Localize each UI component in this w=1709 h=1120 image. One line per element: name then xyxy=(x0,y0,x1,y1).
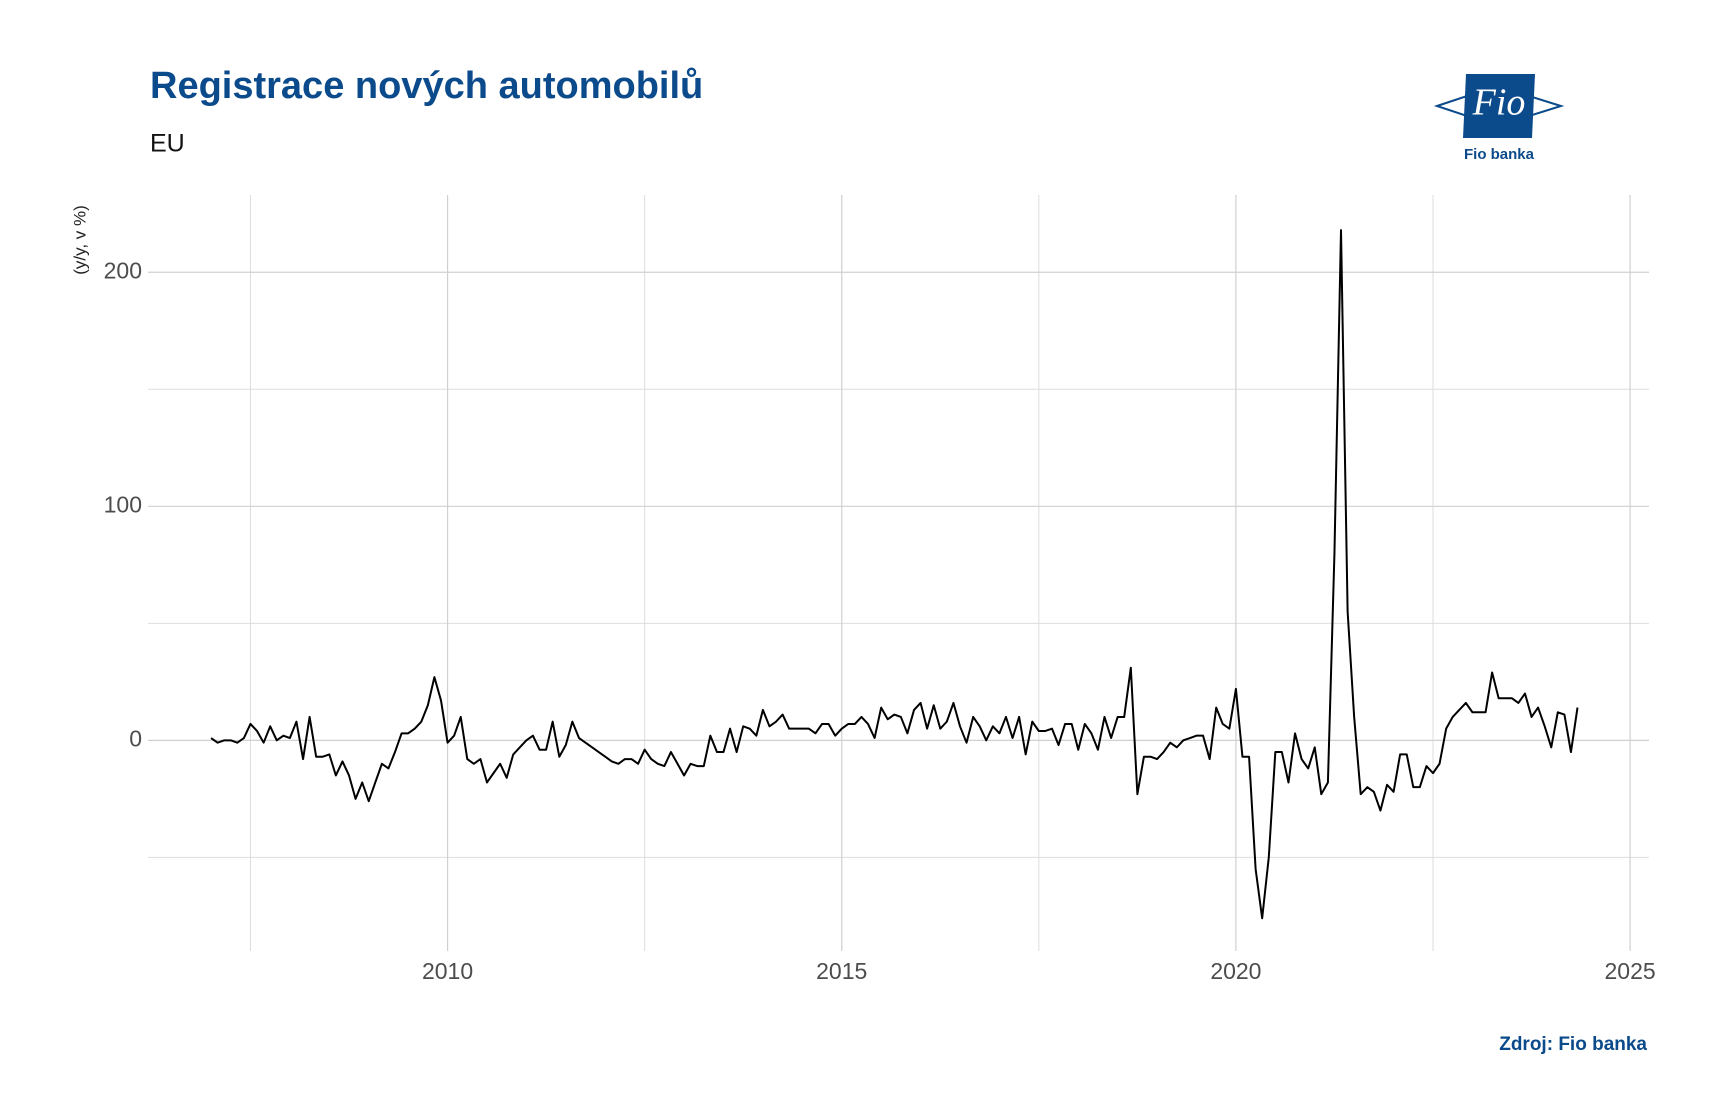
chart-subtitle: EU xyxy=(150,130,185,158)
y-tick-label: 100 xyxy=(104,491,142,517)
source: Zdroj: Fio banka xyxy=(1499,1034,1647,1055)
logo-flag xyxy=(1463,74,1535,138)
y-tick-label: 200 xyxy=(104,257,142,283)
logo-text: Fio xyxy=(1472,82,1526,124)
x-tick-label: 2020 xyxy=(1210,958,1261,984)
logo-caption: Fio banka xyxy=(1464,146,1535,163)
logo: Fio Fio banka xyxy=(1433,74,1565,163)
line xyxy=(210,229,1579,920)
x-tick-label: 2010 xyxy=(422,958,473,984)
x-tick-label: 2015 xyxy=(816,958,867,984)
y-tick-label: 0 xyxy=(129,725,142,751)
x-tick-label: 2025 xyxy=(1604,958,1655,984)
chart-title: Registrace nových automobilů xyxy=(150,65,703,107)
y-axis-label: (y/y, v %) xyxy=(70,205,89,275)
